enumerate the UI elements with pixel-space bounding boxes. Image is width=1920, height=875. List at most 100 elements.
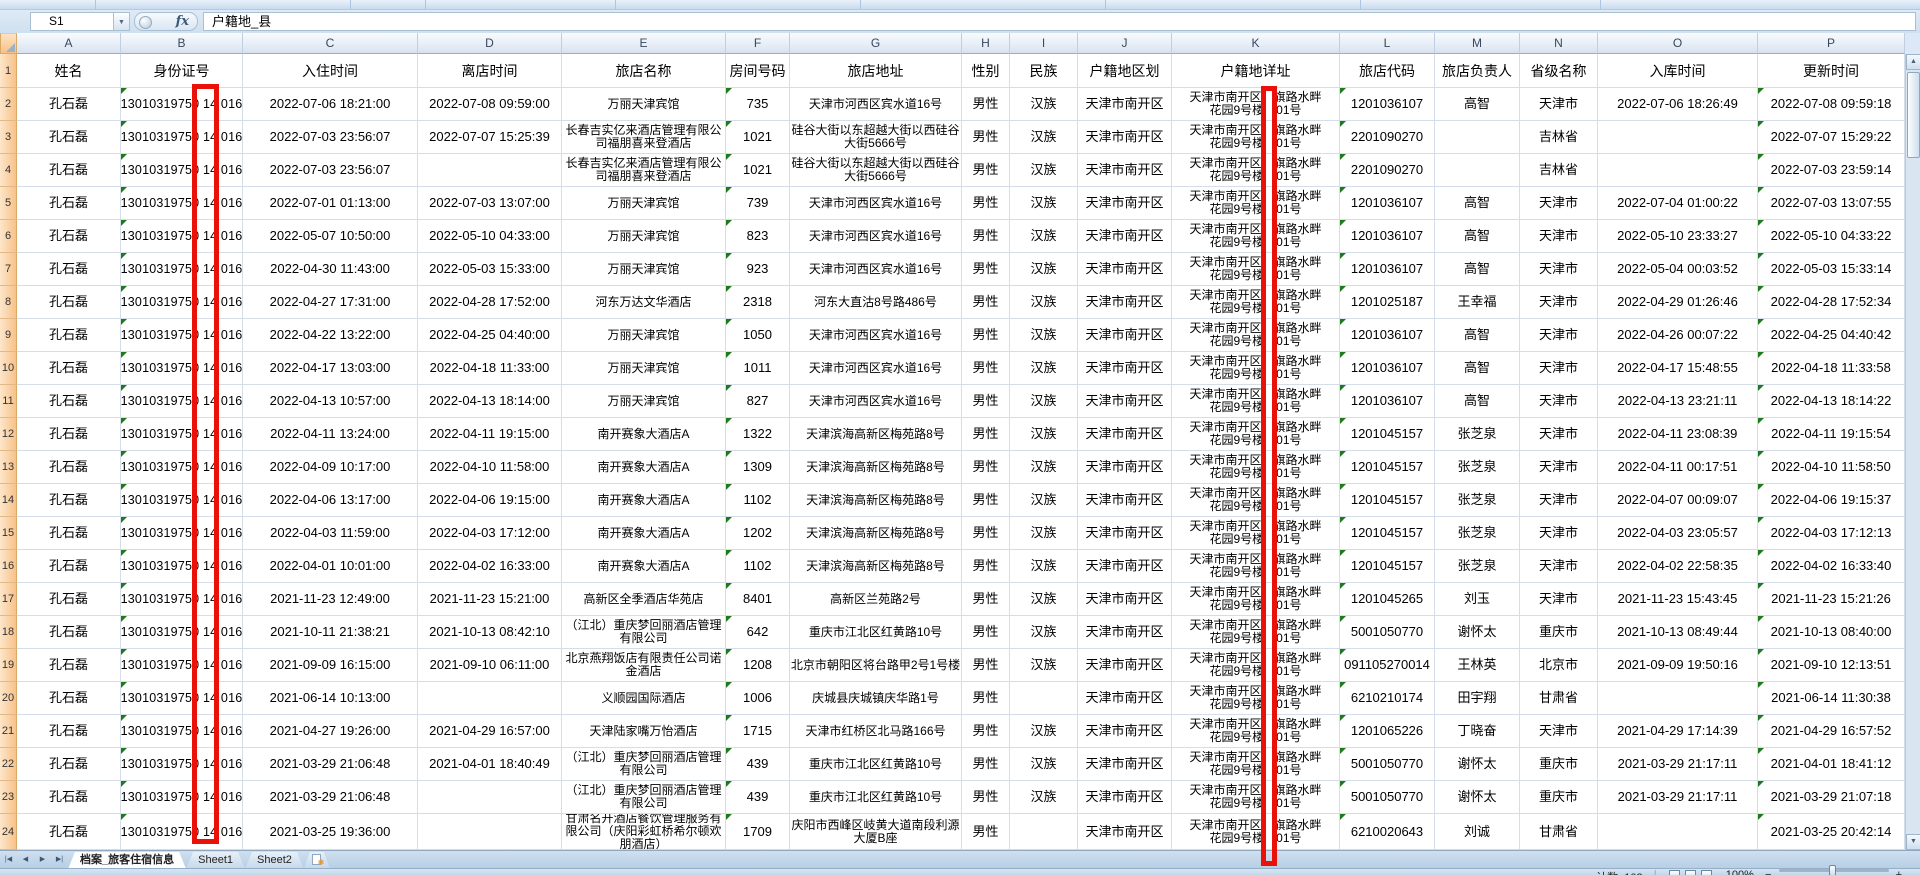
cell-A4[interactable]: 孔石磊 [17, 154, 121, 187]
cell-K12[interactable]: 天津市南开区 旗路水畔 花园9号楼 01号 [1172, 418, 1340, 451]
cell-N8[interactable]: 天津市 [1520, 286, 1598, 319]
cell-D3[interactable]: 2022-07-07 15:25:39 [418, 121, 562, 154]
cell-L15[interactable]: 1201045157 [1340, 517, 1435, 550]
row-header-24[interactable]: 24 [0, 814, 17, 850]
vertical-scroll-thumb[interactable] [1907, 72, 1920, 158]
row-header-22[interactable]: 22 [0, 748, 17, 781]
cell-A15[interactable]: 孔石磊 [17, 517, 121, 550]
cell-B16[interactable]: 13010319750 14 016 [121, 550, 243, 583]
cell-P7[interactable]: 2022-05-03 15:33:14 [1758, 253, 1905, 286]
cell-C5[interactable]: 2022-07-01 01:13:00 [243, 187, 418, 220]
cell-L21[interactable]: 1201065226 [1340, 715, 1435, 748]
cell-I16[interactable]: 汉族 [1010, 550, 1078, 583]
cell-B6[interactable]: 13010319750 14 016 [121, 220, 243, 253]
cell-M11[interactable]: 高智 [1435, 385, 1520, 418]
cell-J10[interactable]: 天津市南开区 [1078, 352, 1172, 385]
cell-H7[interactable]: 男性 [962, 253, 1010, 286]
cell-L3[interactable]: 2201090270 [1340, 121, 1435, 154]
cell-M8[interactable]: 王幸福 [1435, 286, 1520, 319]
cell-N3[interactable]: 吉林省 [1520, 121, 1598, 154]
cell-H24[interactable]: 男性 [962, 814, 1010, 850]
cell-G23[interactable]: 重庆市江北区红黄路10号 [790, 781, 962, 814]
cell-P22[interactable]: 2021-04-01 18:41:12 [1758, 748, 1905, 781]
cell-I12[interactable]: 汉族 [1010, 418, 1078, 451]
row-header-12[interactable]: 12 [0, 418, 17, 451]
cell-C21[interactable]: 2021-04-27 19:26:00 [243, 715, 418, 748]
cell-F3[interactable]: 1021 [726, 121, 790, 154]
header-cell-H[interactable]: 性别 [962, 54, 1010, 88]
cell-L6[interactable]: 1201036107 [1340, 220, 1435, 253]
column-header-J[interactable]: J [1078, 33, 1172, 54]
cell-E17[interactable]: 高新区全季酒店华苑店 [562, 583, 726, 616]
row-header-21[interactable]: 21 [0, 715, 17, 748]
cell-J23[interactable]: 天津市南开区 [1078, 781, 1172, 814]
cell-G9[interactable]: 天津市河西区宾水道16号 [790, 319, 962, 352]
cell-F20[interactable]: 1006 [726, 682, 790, 715]
cell-O15[interactable]: 2022-04-03 23:05:57 [1598, 517, 1758, 550]
cell-M13[interactable]: 张芝泉 [1435, 451, 1520, 484]
cell-J13[interactable]: 天津市南开区 [1078, 451, 1172, 484]
cell-G20[interactable]: 庆城县庆城镇庆华路1号 [790, 682, 962, 715]
cell-I15[interactable]: 汉族 [1010, 517, 1078, 550]
cell-F17[interactable]: 8401 [726, 583, 790, 616]
cell-F19[interactable]: 1208 [726, 649, 790, 682]
cell-M16[interactable]: 张芝泉 [1435, 550, 1520, 583]
cell-M21[interactable]: 丁晓奋 [1435, 715, 1520, 748]
cell-L2[interactable]: 1201036107 [1340, 88, 1435, 121]
cell-O7[interactable]: 2022-05-04 00:03:52 [1598, 253, 1758, 286]
cell-L11[interactable]: 1201036107 [1340, 385, 1435, 418]
cell-M12[interactable]: 张芝泉 [1435, 418, 1520, 451]
zoom-slider-knob[interactable] [1828, 865, 1836, 875]
row-header-5[interactable]: 5 [0, 187, 17, 220]
cell-D21[interactable]: 2021-04-29 16:57:00 [418, 715, 562, 748]
row-header-1[interactable]: 1 [0, 54, 17, 88]
cell-E24[interactable]: 甘肃名开酒店餐饮管理服务有限公司（庆阳彩虹桥希尔顿欢朋酒店） [562, 814, 726, 850]
cell-M5[interactable]: 高智 [1435, 187, 1520, 220]
header-cell-D[interactable]: 离店时间 [418, 54, 562, 88]
cell-K15[interactable]: 天津市南开区 旗路水畔 花园9号楼 01号 [1172, 517, 1340, 550]
header-cell-P[interactable]: 更新时间 [1758, 54, 1905, 88]
cell-L10[interactable]: 1201036107 [1340, 352, 1435, 385]
cell-O17[interactable]: 2021-11-23 15:43:45 [1598, 583, 1758, 616]
cell-E5[interactable]: 万丽天津宾馆 [562, 187, 726, 220]
cell-G5[interactable]: 天津市河西区宾水道16号 [790, 187, 962, 220]
cell-F7[interactable]: 923 [726, 253, 790, 286]
cell-C23[interactable]: 2021-03-29 21:06:48 [243, 781, 418, 814]
cell-K18[interactable]: 天津市南开区 旗路水畔 花园9号楼 01号 [1172, 616, 1340, 649]
cell-J8[interactable]: 天津市南开区 [1078, 286, 1172, 319]
column-header-K[interactable]: K [1172, 33, 1340, 54]
cell-F13[interactable]: 1309 [726, 451, 790, 484]
cell-B8[interactable]: 13010319750 14 016 [121, 286, 243, 319]
vertical-scrollbar[interactable]: ▲ ▼ [1905, 54, 1920, 850]
cell-F18[interactable]: 642 [726, 616, 790, 649]
cell-L22[interactable]: 5001050770 [1340, 748, 1435, 781]
tab-nav-next-button[interactable]: ▶ [39, 856, 46, 863]
cell-L7[interactable]: 1201036107 [1340, 253, 1435, 286]
cell-N17[interactable]: 天津市 [1520, 583, 1598, 616]
cell-C14[interactable]: 2022-04-06 13:17:00 [243, 484, 418, 517]
cell-J22[interactable]: 天津市南开区 [1078, 748, 1172, 781]
cell-A9[interactable]: 孔石磊 [17, 319, 121, 352]
column-header-H[interactable]: H [962, 33, 1010, 54]
cell-M18[interactable]: 谢怀太 [1435, 616, 1520, 649]
cell-J7[interactable]: 天津市南开区 [1078, 253, 1172, 286]
cell-N23[interactable]: 重庆市 [1520, 781, 1598, 814]
row-header-16[interactable]: 16 [0, 550, 17, 583]
cell-G12[interactable]: 天津滨海高新区梅苑路8号 [790, 418, 962, 451]
cell-J4[interactable]: 天津市南开区 [1078, 154, 1172, 187]
cell-P18[interactable]: 2021-10-13 08:40:00 [1758, 616, 1905, 649]
cell-D23[interactable] [418, 781, 562, 814]
cell-H19[interactable]: 男性 [962, 649, 1010, 682]
cell-B9[interactable]: 13010319750 14 016 [121, 319, 243, 352]
cell-K9[interactable]: 天津市南开区 旗路水畔 花园9号楼 01号 [1172, 319, 1340, 352]
cell-M2[interactable]: 高智 [1435, 88, 1520, 121]
cell-J6[interactable]: 天津市南开区 [1078, 220, 1172, 253]
cell-E11[interactable]: 万丽天津宾馆 [562, 385, 726, 418]
page-layout-view-icon[interactable] [1684, 870, 1696, 875]
cell-H15[interactable]: 男性 [962, 517, 1010, 550]
cell-A22[interactable]: 孔石磊 [17, 748, 121, 781]
cell-P13[interactable]: 2022-04-10 11:58:50 [1758, 451, 1905, 484]
column-header-N[interactable]: N [1520, 33, 1598, 54]
cell-K3[interactable]: 天津市南开区 旗路水畔 花园9号楼 01号 [1172, 121, 1340, 154]
page-break-view-icon[interactable] [1700, 870, 1712, 875]
